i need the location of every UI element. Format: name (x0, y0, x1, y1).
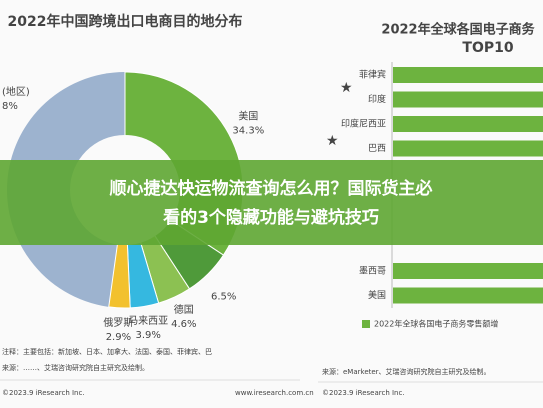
right-subtitle: TOP10 (462, 40, 513, 56)
partial-label: (地区) (2, 85, 30, 98)
banner-line: 看的3个隐藏功能与避坑技巧 (162, 207, 379, 228)
row-label: 印度尼西亚 (341, 118, 386, 130)
copyright: ©2023.9 iResearch Inc. (2, 389, 85, 397)
row-label: 菲律宾 (359, 69, 386, 81)
slice-label: 美国 (238, 110, 258, 123)
right-title: 2022年全球各国电子商务 (381, 22, 535, 38)
banner-line: 顺心捷达快运物流查询怎么用？国际货主必 (110, 178, 433, 199)
bar (393, 287, 543, 304)
slice-label: 俄罗斯 (103, 316, 133, 329)
slice-value: 2.9% (106, 332, 131, 343)
legend: 2022年全球各国电子商务零售额增 (374, 319, 498, 329)
slice-label: 德国 (174, 303, 194, 316)
website: www.iresearch.com.cn (235, 389, 314, 397)
source: 来源：eMarketer、艾瑞咨询研究院自主研究及绘制。 (322, 367, 491, 376)
banner (0, 160, 543, 245)
source: 来源：……、艾瑞咨询研究院自主研究及绘制。 (2, 363, 149, 372)
row-label: 墨西哥 (359, 266, 386, 277)
bar (393, 116, 543, 132)
row-label: 巴西 (368, 143, 386, 154)
slice-label: 马来西亚 (128, 315, 168, 327)
bar (393, 67, 543, 83)
left-title: 2022年中国跨境出口电商目的地分布 (8, 13, 243, 30)
partial-value: 8% (2, 101, 18, 112)
bar (393, 263, 543, 279)
slice-value: 34.3% (232, 126, 264, 137)
slice-value: 3.9% (135, 330, 160, 341)
row-label: 印度 (368, 93, 386, 105)
slice-value: 4.6% (171, 319, 196, 330)
legend-swatch (362, 320, 370, 328)
star-icon: ★ (340, 80, 353, 96)
star-icon: ★ (326, 133, 339, 149)
note: 注释：主要包括：新加坡、日本、加拿大、法国、泰国、菲律宾、巴 (2, 347, 212, 356)
bar (393, 140, 543, 157)
copyright: ©2023.9 iResearch Inc. (322, 389, 405, 397)
bar (393, 91, 543, 108)
slice-value: 6.5% (211, 291, 236, 302)
row-label: 美国 (368, 289, 386, 301)
